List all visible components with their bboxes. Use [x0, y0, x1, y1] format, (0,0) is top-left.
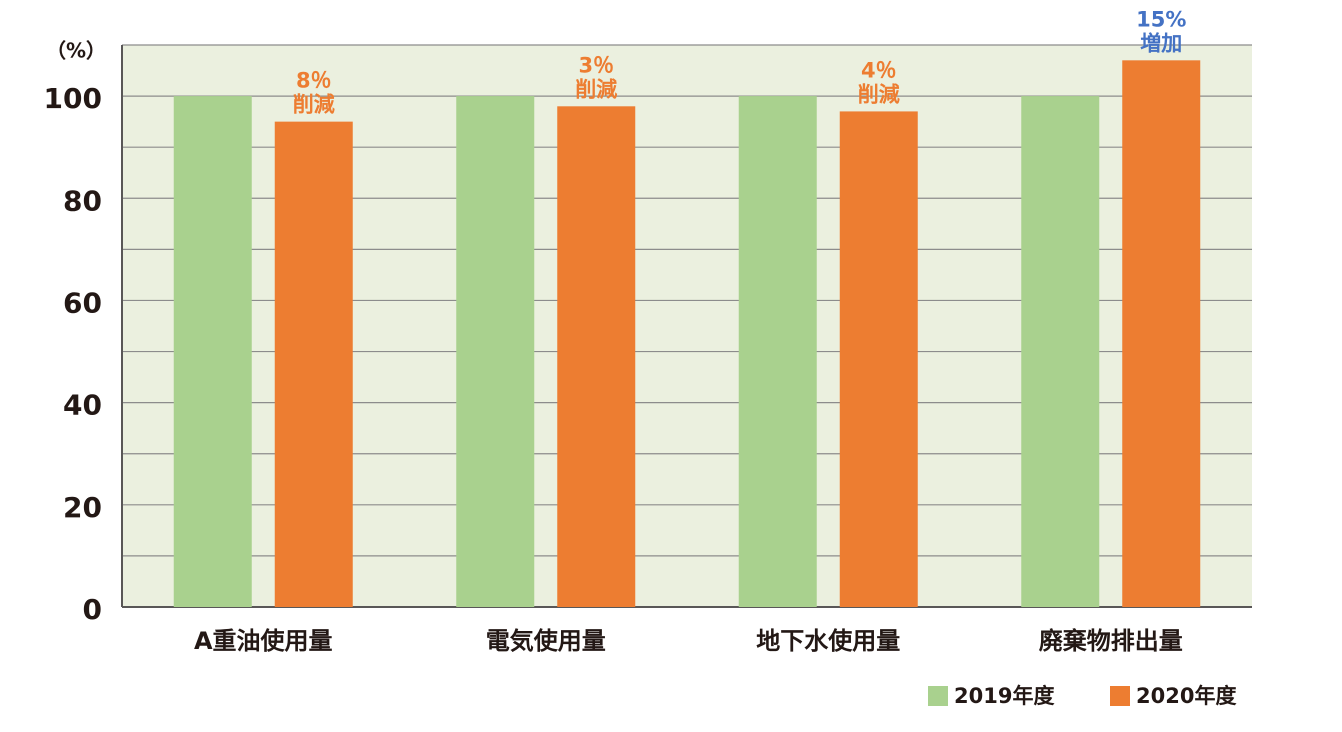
bar — [557, 106, 636, 608]
y-tick-label: 100 — [44, 82, 102, 115]
bar — [173, 96, 252, 607]
x-tick-label: 電気使用量 — [486, 627, 606, 655]
bar — [839, 111, 918, 607]
bar — [274, 121, 353, 608]
annotation: 削減 — [293, 93, 335, 117]
legend-label: 2019年度 — [954, 684, 1054, 708]
bar — [456, 96, 535, 607]
y-tick-label: 60 — [63, 286, 102, 319]
x-tick-label: 地下水使用量 — [756, 627, 900, 655]
annotation: 増加 — [1140, 31, 1182, 55]
bar — [1021, 96, 1100, 607]
y-tick-label: 20 — [63, 491, 102, 524]
annotation: 15% — [1136, 7, 1186, 31]
annotation: 削減 — [575, 77, 617, 101]
bar — [1122, 60, 1201, 608]
bar — [738, 96, 817, 607]
x-tick-label: A重油使用量 — [194, 627, 333, 655]
annotation: 8％ — [296, 69, 332, 93]
legend-swatch — [1110, 686, 1130, 706]
y-tick-label: 0 — [83, 593, 102, 626]
legend-label: 2020年度 — [1136, 684, 1236, 708]
annotation: 4％ — [861, 58, 897, 82]
annotation: 削減 — [858, 82, 900, 106]
x-tick-label: 廃棄物排出量 — [1039, 627, 1183, 655]
y-tick-label: 40 — [63, 389, 102, 422]
y-unit: （%） — [46, 39, 106, 63]
legend-swatch — [928, 686, 948, 706]
annotation: 3％ — [578, 53, 614, 77]
y-tick-label: 80 — [63, 184, 102, 217]
